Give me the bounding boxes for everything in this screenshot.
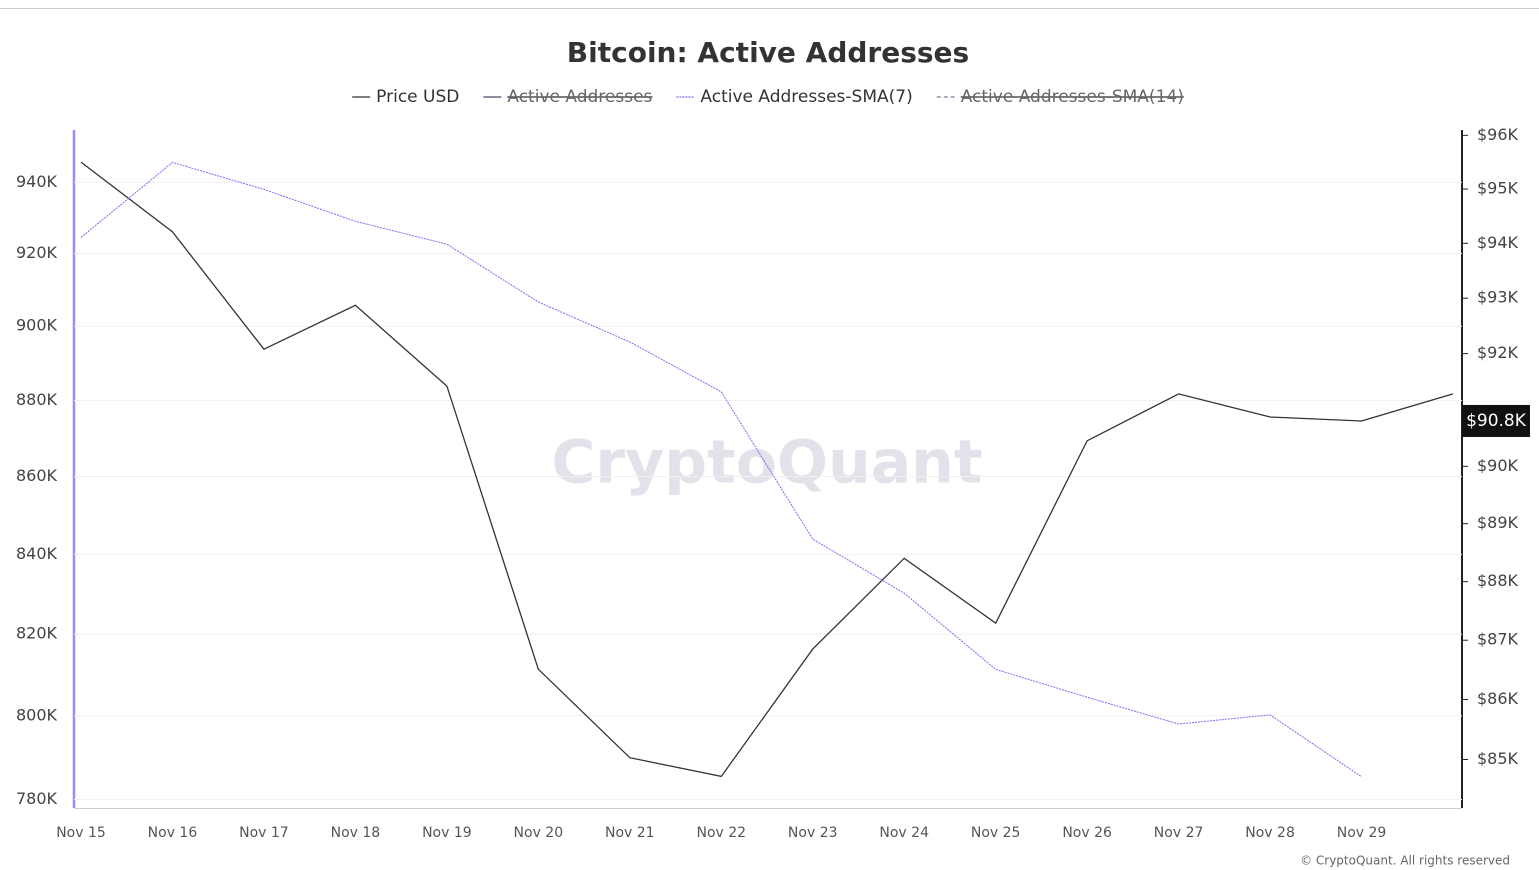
y-tick-label: 900K	[16, 316, 58, 335]
legend-label: Active Addresses	[507, 87, 652, 107]
legend: Price USD Active Addresses Active Addresse…	[352, 87, 1184, 107]
grid	[74, 181, 1462, 801]
x-tick-label: Nov 23	[788, 825, 838, 841]
x-tick-label: Nov 27	[1154, 825, 1204, 841]
y2-tick-label: $94K	[1477, 233, 1519, 252]
x-tick-label: Nov 28	[1245, 825, 1295, 841]
legend-item[interactable]: Price USD	[352, 87, 459, 107]
x-tick-label: Nov 21	[605, 825, 655, 841]
legend-item[interactable]: Active Addresses-SMA(14)	[936, 87, 1184, 107]
x-tick-label: Nov 15	[56, 825, 106, 841]
y2-tick-label: $85K	[1477, 749, 1519, 768]
legend-label: Price USD	[376, 87, 459, 107]
y2-tick-label: $86K	[1477, 689, 1519, 708]
y2-tick-label: $87K	[1477, 630, 1519, 649]
y2-tick-label: $95K	[1477, 179, 1519, 198]
legend-label: Active Addresses-SMA(14)	[961, 87, 1184, 107]
y-tick-label: 920K	[16, 243, 58, 262]
watermark: CryptoQuant	[551, 428, 982, 498]
copyright: © CryptoQuant. All rights reserved	[1300, 854, 1510, 868]
x-tick-label: Nov 25	[971, 825, 1021, 841]
y2-tick-label: $88K	[1477, 571, 1519, 590]
x-tick-label: Nov 20	[514, 825, 564, 841]
y-tick-label: 880K	[16, 390, 58, 409]
chart-title: Bitcoin: Active Addresses	[567, 36, 969, 69]
y-tick-label: 780K	[16, 789, 58, 808]
y-tick-label: 940K	[16, 172, 58, 191]
legend-item[interactable]: Active Addresses-SMA(7)	[676, 87, 913, 107]
y-tick-label: 820K	[16, 624, 58, 643]
current-value-box	[1462, 404, 1530, 437]
series-line	[80, 161, 1454, 778]
x-tick-label: Nov 22	[696, 825, 746, 841]
series-line	[80, 161, 1362, 778]
legend-label: Active Addresses-SMA(7)	[700, 87, 912, 107]
y2-tick-label: $89K	[1477, 513, 1519, 532]
y2-tick-label: $90K	[1477, 456, 1519, 475]
legend-item[interactable]: Active Addresses	[483, 87, 653, 107]
x-tick-label: Nov 17	[239, 825, 289, 841]
y2-tick-label: $92K	[1477, 343, 1519, 362]
y-tick-label: 840K	[16, 544, 58, 563]
y2-tick-label: $96K	[1477, 125, 1519, 144]
current-value-label: $90.8K	[1466, 411, 1527, 431]
y2-tick-label: $93K	[1477, 288, 1519, 307]
x-tick-label: Nov 18	[331, 825, 381, 841]
x-tick-label: Nov 29	[1337, 825, 1387, 841]
x-tick-label: Nov 24	[879, 825, 929, 841]
x-tick-label: Nov 16	[148, 825, 198, 841]
x-tick-label: Nov 19	[422, 825, 472, 841]
x-tick-label: Nov 26	[1062, 825, 1112, 841]
y-tick-label: 860K	[16, 466, 58, 485]
y-tick-label: 800K	[16, 705, 58, 724]
